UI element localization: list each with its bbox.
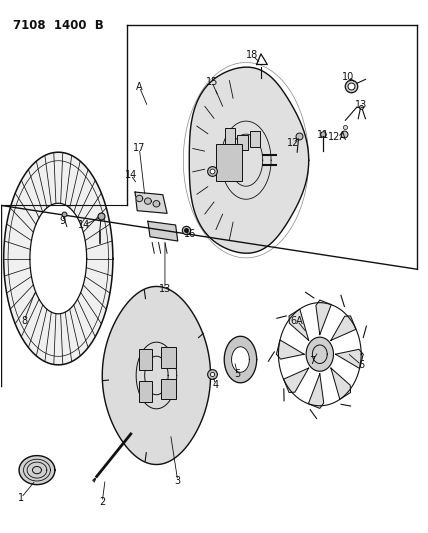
Polygon shape (289, 309, 309, 341)
Text: 1: 1 (18, 492, 24, 503)
FancyBboxPatch shape (225, 128, 235, 144)
Text: 7108  1400  B: 7108 1400 B (14, 19, 104, 33)
Polygon shape (102, 286, 211, 465)
Text: 7: 7 (309, 356, 315, 366)
Polygon shape (153, 200, 160, 207)
Text: 14: 14 (125, 170, 137, 180)
Text: 11: 11 (317, 130, 329, 140)
FancyBboxPatch shape (160, 379, 175, 399)
FancyBboxPatch shape (140, 381, 152, 402)
Text: 4: 4 (212, 379, 218, 390)
Polygon shape (136, 195, 143, 201)
Polygon shape (316, 300, 331, 335)
Polygon shape (224, 336, 257, 383)
Polygon shape (19, 456, 55, 484)
Text: 13: 13 (159, 284, 171, 294)
Polygon shape (331, 316, 356, 341)
Text: 17: 17 (133, 143, 146, 154)
Text: A: A (136, 82, 143, 92)
Text: 6A: 6A (291, 316, 303, 326)
FancyBboxPatch shape (250, 131, 260, 147)
FancyBboxPatch shape (140, 349, 152, 370)
Text: 9: 9 (59, 216, 65, 227)
Text: 8: 8 (21, 316, 27, 326)
Text: 15: 15 (206, 77, 218, 87)
Polygon shape (135, 192, 167, 213)
Text: 6: 6 (358, 360, 364, 370)
Text: 2: 2 (99, 497, 105, 507)
Polygon shape (331, 368, 351, 399)
Text: 12: 12 (287, 138, 299, 148)
Text: 18: 18 (246, 51, 259, 60)
Polygon shape (284, 368, 309, 392)
Polygon shape (4, 152, 113, 365)
Polygon shape (276, 340, 304, 359)
FancyBboxPatch shape (160, 348, 175, 368)
Polygon shape (189, 67, 309, 253)
Text: 12A: 12A (328, 132, 347, 142)
Polygon shape (308, 374, 324, 408)
Polygon shape (336, 349, 363, 368)
Polygon shape (145, 198, 151, 204)
Polygon shape (306, 337, 333, 371)
Text: 13: 13 (355, 100, 367, 110)
Polygon shape (148, 221, 178, 241)
Text: 5: 5 (235, 369, 241, 379)
Polygon shape (232, 347, 250, 373)
Text: 16: 16 (184, 229, 196, 239)
Text: 3: 3 (175, 476, 181, 486)
Text: 10: 10 (342, 72, 354, 82)
FancyBboxPatch shape (238, 135, 248, 150)
FancyBboxPatch shape (216, 144, 242, 181)
Polygon shape (30, 203, 87, 314)
Text: 14: 14 (78, 220, 90, 230)
